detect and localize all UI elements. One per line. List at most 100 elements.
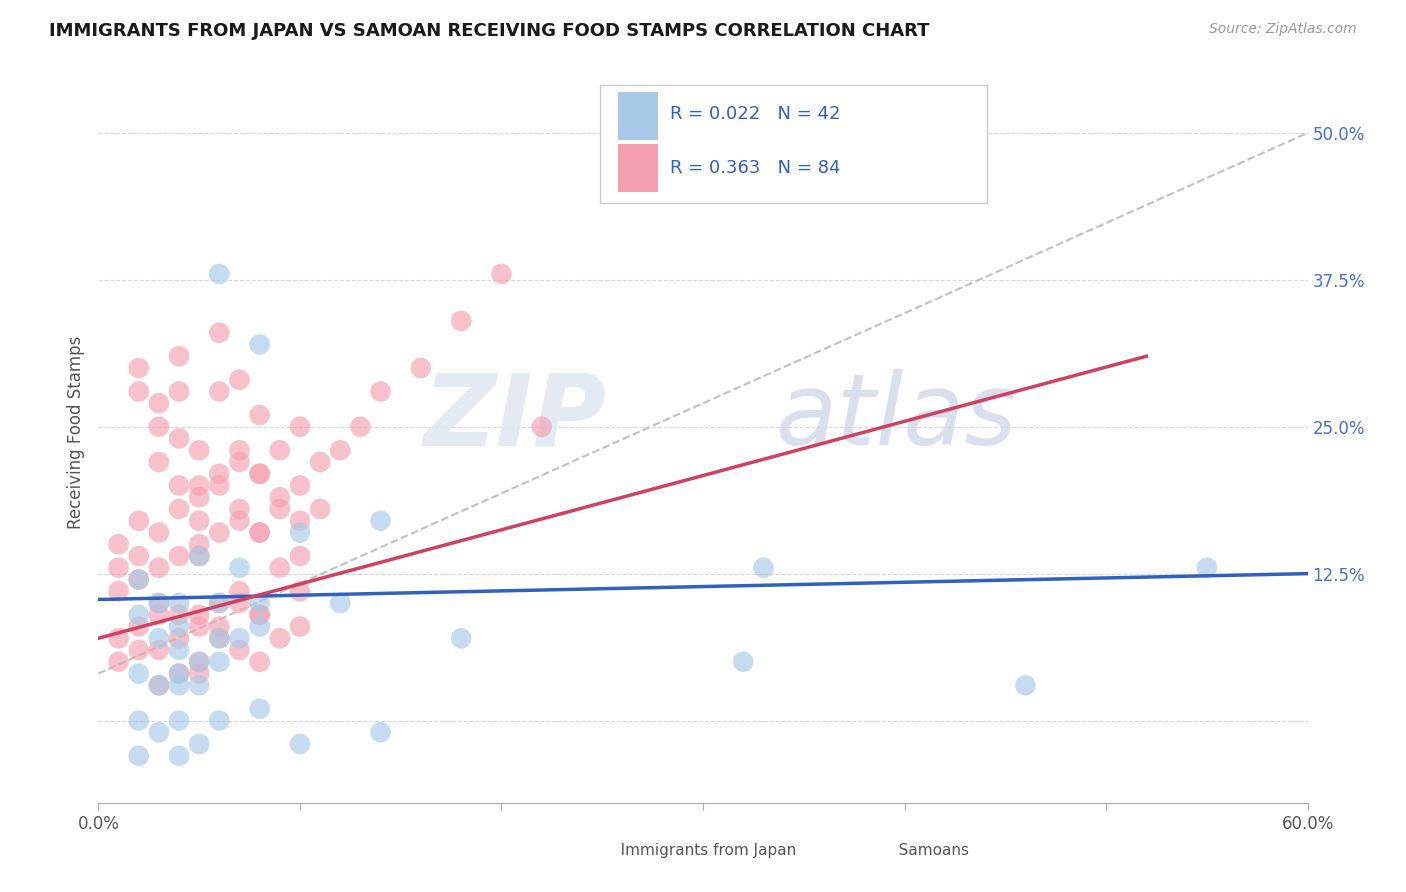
- Point: [208, 267, 231, 281]
- Point: [228, 373, 250, 387]
- Point: [249, 607, 271, 622]
- Point: [249, 607, 271, 622]
- Point: [1014, 678, 1036, 692]
- Point: [128, 643, 150, 657]
- Point: [249, 525, 271, 540]
- Point: [208, 632, 231, 646]
- Point: [370, 384, 392, 399]
- Y-axis label: Receiving Food Stamps: Receiving Food Stamps: [66, 336, 84, 529]
- Point: [208, 478, 231, 492]
- Point: [167, 678, 190, 692]
- Point: [188, 443, 211, 458]
- Point: [228, 643, 250, 657]
- Point: [167, 607, 190, 622]
- Point: [188, 619, 211, 633]
- Point: [128, 361, 150, 376]
- Point: [269, 632, 291, 646]
- Point: [148, 396, 170, 410]
- Point: [188, 514, 211, 528]
- Point: [491, 267, 513, 281]
- Point: [128, 607, 150, 622]
- Point: [249, 596, 271, 610]
- Point: [167, 643, 190, 657]
- Point: [249, 408, 271, 422]
- Point: [167, 596, 190, 610]
- Point: [167, 666, 190, 681]
- Point: [409, 361, 432, 376]
- Point: [288, 549, 311, 563]
- Point: [288, 525, 311, 540]
- Point: [188, 549, 211, 563]
- Bar: [595, 838, 621, 864]
- Point: [167, 549, 190, 563]
- Point: [107, 632, 129, 646]
- Point: [128, 619, 150, 633]
- Point: [148, 596, 170, 610]
- Point: [167, 349, 190, 363]
- Point: [228, 561, 250, 575]
- Point: [733, 655, 755, 669]
- Point: [249, 467, 271, 481]
- Point: [148, 607, 170, 622]
- Point: [148, 678, 170, 692]
- Point: [188, 607, 211, 622]
- Point: [208, 467, 231, 481]
- Text: IMMIGRANTS FROM JAPAN VS SAMOAN RECEIVING FOOD STAMPS CORRELATION CHART: IMMIGRANTS FROM JAPAN VS SAMOAN RECEIVIN…: [49, 22, 929, 40]
- Point: [188, 655, 211, 669]
- FancyBboxPatch shape: [600, 85, 987, 203]
- Point: [167, 502, 190, 516]
- Point: [208, 384, 231, 399]
- Point: [148, 643, 170, 657]
- Point: [148, 596, 170, 610]
- Text: ZIP: ZIP: [423, 369, 606, 467]
- Point: [288, 619, 311, 633]
- Point: [167, 384, 190, 399]
- Point: [167, 748, 190, 763]
- Point: [148, 632, 170, 646]
- Point: [249, 467, 271, 481]
- Point: [148, 561, 170, 575]
- Point: [249, 702, 271, 716]
- Point: [167, 632, 190, 646]
- Point: [188, 537, 211, 551]
- Point: [188, 549, 211, 563]
- Point: [188, 666, 211, 681]
- Point: [288, 584, 311, 599]
- Point: [188, 478, 211, 492]
- Point: [128, 573, 150, 587]
- Point: [208, 596, 231, 610]
- Point: [148, 725, 170, 739]
- Point: [167, 619, 190, 633]
- Point: [228, 632, 250, 646]
- Point: [208, 525, 231, 540]
- Point: [107, 561, 129, 575]
- Point: [188, 655, 211, 669]
- Point: [1195, 561, 1218, 575]
- Point: [167, 432, 190, 446]
- Point: [249, 337, 271, 351]
- Point: [167, 714, 190, 728]
- Point: [269, 561, 291, 575]
- Point: [148, 455, 170, 469]
- Point: [450, 314, 472, 328]
- Point: [329, 596, 352, 610]
- Point: [329, 443, 352, 458]
- Point: [228, 502, 250, 516]
- Point: [228, 443, 250, 458]
- Bar: [876, 838, 903, 864]
- Point: [167, 666, 190, 681]
- Point: [148, 678, 170, 692]
- Point: [309, 502, 332, 516]
- Point: [128, 514, 150, 528]
- Point: [450, 632, 472, 646]
- Point: [269, 490, 291, 504]
- Point: [269, 502, 291, 516]
- Point: [188, 737, 211, 751]
- Point: [107, 584, 129, 599]
- Point: [249, 619, 271, 633]
- Bar: [619, 92, 658, 140]
- Point: [208, 619, 231, 633]
- Point: [228, 596, 250, 610]
- Point: [208, 326, 231, 340]
- Point: [148, 419, 170, 434]
